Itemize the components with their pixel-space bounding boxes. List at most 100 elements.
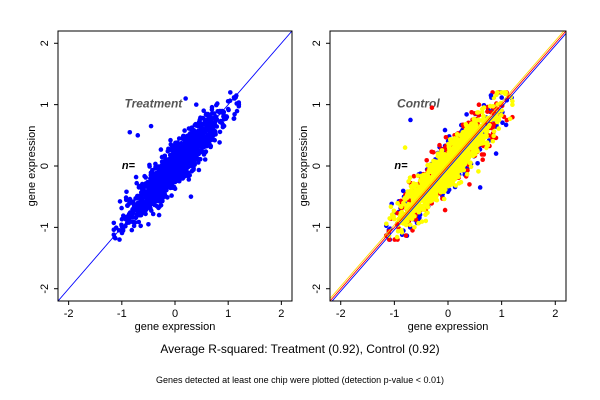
data-point: [136, 195, 142, 201]
x-tick-label: 2: [552, 308, 558, 320]
data-point: [418, 191, 423, 196]
data-point: [127, 198, 132, 204]
data-point: [131, 223, 137, 229]
data-point: [196, 151, 201, 157]
data-point: [425, 162, 430, 168]
data-point: [157, 182, 163, 188]
data-point: [462, 160, 467, 166]
data-point: [500, 120, 505, 125]
data-point: [217, 140, 222, 145]
data-point: [464, 172, 470, 177]
data-point: [186, 173, 192, 179]
data-point: [481, 113, 486, 119]
data-point: [134, 180, 139, 186]
x-tick-label: 1: [499, 308, 505, 320]
r-squared-summary: Average R-squared: Treatment (0.92), Con…: [160, 342, 440, 356]
data-point: [424, 187, 429, 192]
data-point: [482, 140, 487, 146]
data-point: [182, 128, 187, 133]
data-point: [125, 220, 130, 226]
data-point: [425, 192, 431, 197]
data-point: [138, 223, 143, 229]
data-point: [454, 131, 460, 137]
data-point: [510, 98, 515, 104]
data-point: [507, 116, 513, 122]
outlier-point: [183, 96, 188, 101]
data-point: [188, 158, 194, 163]
panel-title: Treatment: [124, 97, 183, 111]
data-point: [130, 206, 135, 212]
y-tick-label: 0: [39, 163, 51, 169]
data-point: [502, 91, 508, 97]
data-point: [168, 137, 173, 143]
y-axis-label: gene expression: [26, 126, 38, 207]
data-point: [411, 191, 417, 197]
data-point: [449, 173, 455, 178]
n-label: n=: [122, 160, 136, 172]
data-point: [201, 138, 206, 144]
data-point: [439, 151, 445, 157]
data-point: [177, 151, 182, 156]
data-point: [386, 237, 392, 242]
data-point: [411, 173, 417, 179]
identity-line: [58, 31, 292, 301]
x-tick-label: -1: [117, 308, 127, 320]
data-point: [208, 144, 213, 150]
y-tick-label: 2: [39, 40, 51, 46]
data-point: [445, 154, 450, 159]
data-point: [439, 148, 445, 153]
data-point: [457, 165, 463, 171]
data-point: [412, 185, 417, 191]
data-point: [154, 176, 160, 181]
data-point: [406, 179, 411, 184]
x-tick-label: -2: [336, 308, 346, 320]
data-point: [487, 103, 493, 109]
data-point: [403, 233, 409, 238]
data-point: [224, 114, 230, 120]
y-axis-label: gene expression: [298, 126, 310, 207]
data-point: [427, 169, 433, 174]
data-point: [119, 230, 125, 236]
data-point: [493, 116, 499, 122]
data-point: [461, 155, 466, 161]
data-point: [391, 208, 397, 214]
data-point: [181, 141, 187, 146]
data-point: [176, 178, 181, 183]
data-point: [503, 122, 509, 128]
data-point: [186, 137, 192, 143]
data-point: [489, 109, 494, 115]
data-point: [198, 115, 203, 120]
outlier-point: [429, 105, 435, 111]
x-tick-label: 2: [278, 308, 284, 320]
data-point: [464, 137, 470, 143]
data-point: [491, 124, 496, 130]
data-point: [412, 225, 417, 230]
y-tick-label: 0: [311, 163, 323, 169]
data-point: [132, 220, 138, 225]
data-point: [422, 200, 428, 205]
treatment-panel: Treatment n= -2 -1 0 1 2 -2 -1 0 1 2 gene expression…: [26, 30, 293, 333]
panel-title: Control: [397, 97, 440, 111]
data-point: [401, 200, 406, 206]
data-point: [439, 187, 445, 193]
data-point: [407, 175, 413, 180]
data-point: [455, 161, 461, 167]
x-tick-label: 0: [445, 308, 451, 320]
data-point: [169, 174, 175, 180]
data-point: [510, 102, 515, 107]
data-point: [196, 141, 202, 147]
data-point: [387, 216, 393, 221]
data-point: [468, 124, 474, 129]
data-point: [487, 122, 492, 128]
data-point: [190, 147, 196, 152]
data-point: [504, 97, 510, 103]
y-tick-label: -2: [39, 284, 51, 294]
data-point: [202, 157, 208, 162]
data-point: [169, 193, 174, 198]
data-point: [476, 169, 481, 174]
data-point: [465, 168, 470, 173]
data-point: [217, 129, 223, 135]
data-point: [172, 158, 178, 164]
data-point: [134, 213, 140, 219]
data-point: [178, 145, 183, 150]
